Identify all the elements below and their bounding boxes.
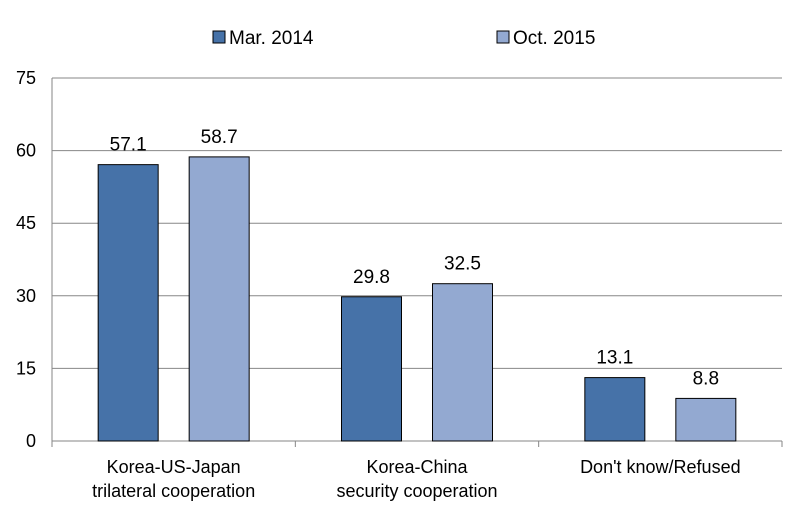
y-tick-label: 30 — [16, 286, 36, 306]
y-tick-label: 75 — [16, 68, 36, 88]
gridlines — [52, 77, 782, 442]
legend-swatch — [496, 30, 510, 44]
legend-label: Oct. 2015 — [513, 28, 595, 49]
category-labels: Korea-US-Japan trilateral cooperation Kore… — [92, 457, 740, 501]
data-labels: 57.1 58.7 29.8 32.5 13.1 8.8 — [110, 127, 719, 390]
y-tick-label: 15 — [16, 358, 36, 378]
bar — [584, 377, 646, 442]
data-label: 58.7 — [201, 127, 238, 148]
category-label: Korea-China — [366, 457, 468, 477]
legend: Mar. 2014 Oct. 2015 — [212, 28, 595, 49]
bar — [432, 283, 493, 442]
y-tick-label: 45 — [16, 213, 36, 233]
x-axis — [51, 78, 783, 447]
y-tick-label: 0 — [26, 431, 36, 451]
data-label: 57.1 — [110, 135, 147, 156]
bar — [675, 397, 737, 442]
legend-swatch — [212, 30, 226, 44]
category-label: Don't know/Refused — [580, 457, 741, 477]
y-tick-label: 60 — [16, 141, 36, 161]
data-label: 29.8 — [353, 267, 390, 288]
bars — [97, 156, 737, 442]
data-label: 8.8 — [693, 368, 719, 389]
category-label: Korea-US-Japan — [107, 457, 241, 477]
category-label: security cooperation — [336, 481, 497, 501]
data-label: 32.5 — [444, 254, 481, 275]
bar — [97, 164, 159, 442]
data-label: 13.1 — [596, 348, 633, 369]
y-axis-ticks: 0 15 30 45 60 75 — [16, 68, 36, 451]
category-label: trilateral cooperation — [92, 481, 255, 501]
bar — [188, 156, 250, 442]
legend-label: Mar. 2014 — [229, 28, 314, 49]
bar — [341, 296, 402, 442]
